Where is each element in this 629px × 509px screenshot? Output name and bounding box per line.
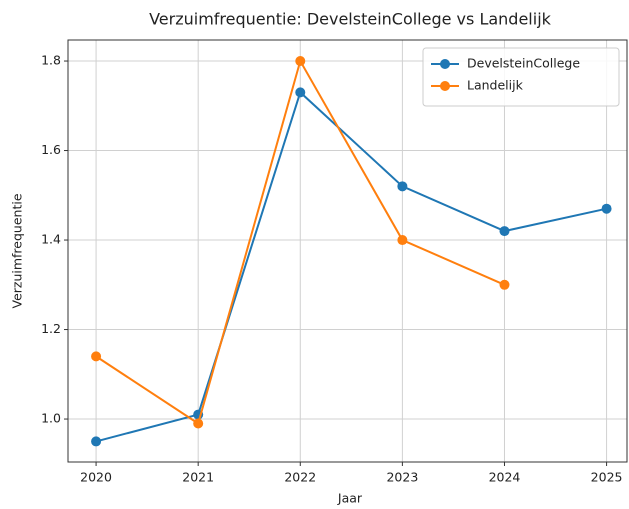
- marker: [397, 235, 408, 246]
- x-tick-label: 2025: [591, 470, 623, 485]
- legend: DevelsteinCollege Landelijk: [422, 47, 620, 107]
- legend-marker: [440, 59, 450, 69]
- y-axis-label: Verzuimfrequentie: [10, 193, 25, 308]
- y-tick-label: 1.4: [41, 232, 61, 247]
- marker: [397, 181, 408, 192]
- y-tick-label: 1.8: [41, 53, 61, 68]
- y-tick-label: 1.2: [41, 321, 61, 336]
- marker: [499, 279, 510, 290]
- y-tick-label: 1.6: [41, 142, 61, 157]
- marker: [91, 351, 102, 362]
- x-axis-label: Jaar: [337, 491, 363, 506]
- series-line: [95, 90, 607, 443]
- x-tick-label: 2023: [386, 470, 418, 485]
- marker: [295, 56, 306, 67]
- marker: [499, 226, 510, 237]
- legend-label: Landelijk: [467, 78, 524, 93]
- x-tick-label: 2021: [182, 470, 214, 485]
- marker: [91, 436, 102, 447]
- x-tick-label: 2024: [489, 470, 521, 485]
- x-tick-label: 2020: [80, 470, 112, 485]
- legend-box: [422, 47, 620, 107]
- marker: [295, 87, 306, 98]
- marker: [601, 203, 612, 214]
- x-tick-label: 2022: [284, 470, 316, 485]
- chart-title: Verzuimfrequentie: DevelsteinCollege vs …: [149, 10, 552, 29]
- y-tick-label: 1.0: [41, 411, 61, 426]
- plot-frame: [67, 39, 628, 463]
- legend-label: DevelsteinCollege: [467, 56, 580, 71]
- legend-marker: [440, 81, 450, 91]
- marker: [193, 418, 204, 429]
